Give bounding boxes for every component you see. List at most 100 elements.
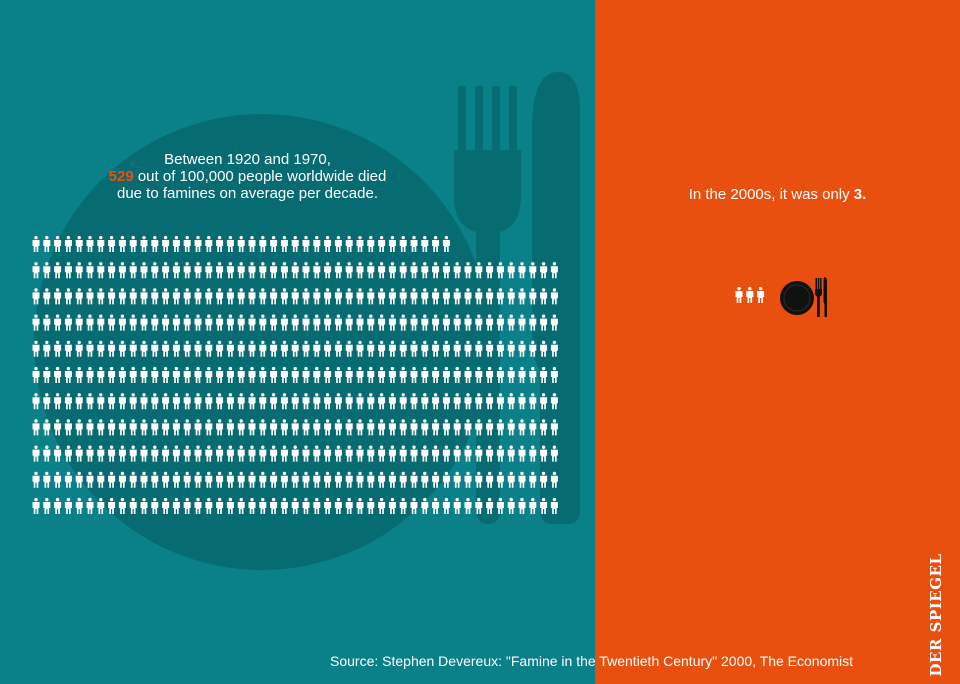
person-icon xyxy=(54,366,62,383)
person-icon xyxy=(194,445,202,462)
person-icon xyxy=(442,288,450,305)
people-grid xyxy=(32,236,558,514)
person-icon xyxy=(43,445,51,462)
person-icon xyxy=(280,471,288,488)
person-icon xyxy=(86,314,94,331)
person-icon xyxy=(507,288,515,305)
person-icon xyxy=(64,236,72,252)
right-panel: In the 2000s, it was only 3. xyxy=(595,0,960,684)
person-icon xyxy=(237,445,245,462)
person-icon xyxy=(291,236,299,252)
person-icon xyxy=(540,262,548,279)
person-icon xyxy=(410,366,418,383)
person-icon xyxy=(496,366,504,383)
person-icon xyxy=(464,419,472,436)
person-icon xyxy=(32,471,40,488)
person-icon xyxy=(453,393,461,410)
person-icon xyxy=(367,497,375,514)
person-icon xyxy=(475,340,483,357)
person-icon xyxy=(378,419,386,436)
person-icon xyxy=(151,366,159,383)
person-icon xyxy=(324,236,332,252)
person-icon xyxy=(183,366,191,383)
person-icon xyxy=(194,340,202,357)
person-icon xyxy=(378,471,386,488)
person-icon xyxy=(216,366,224,383)
person-icon xyxy=(291,340,299,357)
person-icon xyxy=(421,445,429,462)
person-icon xyxy=(550,340,558,357)
person-icon xyxy=(183,419,191,436)
person-icon xyxy=(507,340,515,357)
person-icon xyxy=(216,445,224,462)
person-icon xyxy=(421,497,429,514)
person-icon xyxy=(151,393,159,410)
person-icon xyxy=(43,236,51,252)
person-icon xyxy=(237,366,245,383)
person-icon xyxy=(75,471,83,488)
person-icon xyxy=(302,288,310,305)
person-icon xyxy=(205,288,213,305)
person-icon xyxy=(356,393,364,410)
person-icon xyxy=(388,288,396,305)
person-icon xyxy=(486,445,494,462)
person-icon xyxy=(43,393,51,410)
person-icon xyxy=(464,262,472,279)
person-icon xyxy=(118,419,126,436)
person-icon xyxy=(118,445,126,462)
people-small-group xyxy=(735,286,765,303)
person-icon xyxy=(291,314,299,331)
person-icon xyxy=(32,262,40,279)
person-icon xyxy=(183,471,191,488)
person-icon xyxy=(378,340,386,357)
person-icon xyxy=(32,445,40,462)
person-icon xyxy=(313,236,321,252)
person-icon xyxy=(746,286,754,303)
person-icon xyxy=(367,419,375,436)
person-icon xyxy=(496,262,504,279)
person-icon xyxy=(378,366,386,383)
person-icon xyxy=(453,288,461,305)
person-icon xyxy=(172,262,180,279)
person-icon xyxy=(280,262,288,279)
person-icon xyxy=(270,288,278,305)
person-icon xyxy=(172,340,180,357)
person-icon xyxy=(378,445,386,462)
person-icon xyxy=(507,366,515,383)
person-icon xyxy=(226,288,234,305)
person-icon xyxy=(334,340,342,357)
person-icon xyxy=(302,393,310,410)
person-icon xyxy=(151,314,159,331)
person-icon xyxy=(529,471,537,488)
person-icon xyxy=(486,471,494,488)
person-icon xyxy=(356,471,364,488)
person-icon xyxy=(302,340,310,357)
person-icon xyxy=(345,419,353,436)
person-icon xyxy=(129,340,137,357)
person-icon xyxy=(345,314,353,331)
person-icon xyxy=(194,236,202,252)
person-icon xyxy=(248,314,256,331)
person-icon xyxy=(496,314,504,331)
person-icon xyxy=(226,236,234,252)
person-icon xyxy=(162,393,170,410)
person-icon xyxy=(356,340,364,357)
person-icon xyxy=(140,366,148,383)
person-icon xyxy=(162,419,170,436)
person-icon xyxy=(410,262,418,279)
person-icon xyxy=(313,366,321,383)
person-icon xyxy=(550,471,558,488)
person-icon xyxy=(421,288,429,305)
person-icon xyxy=(453,366,461,383)
person-icon xyxy=(140,445,148,462)
person-icon xyxy=(259,419,267,436)
person-icon xyxy=(453,340,461,357)
person-icon xyxy=(540,497,548,514)
person-icon xyxy=(334,288,342,305)
person-icon xyxy=(97,262,105,279)
left-headline: Between 1920 and 1970, 529 out of 100,00… xyxy=(60,151,435,202)
person-icon xyxy=(432,262,440,279)
person-icon xyxy=(75,497,83,514)
headline-line-1: Between 1920 and 1970, xyxy=(164,151,331,168)
